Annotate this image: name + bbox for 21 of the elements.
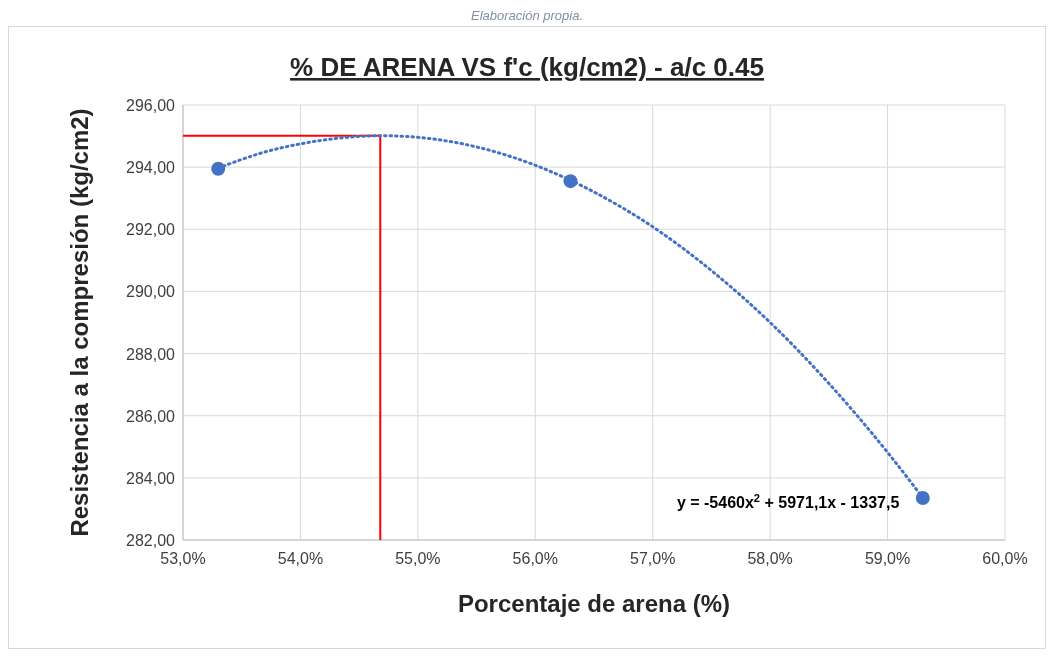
y-tick-label: 294,00 [126, 159, 176, 177]
x-tick-label: 53,0% [160, 550, 206, 567]
x-tick-label: 58,0% [747, 550, 793, 567]
y-tick-label: 296,00 [126, 97, 176, 114]
x-tick-label: 55,0% [395, 550, 441, 567]
x-tick-label: 60,0% [982, 550, 1028, 567]
x-axis-title: Porcentaje de arena (%) [457, 590, 731, 617]
annotation: y = -5460x$^{2}$ + 5971,1x - 1337,5 [676, 491, 900, 511]
text: Elaboración propia. [470, 8, 584, 23]
y-tick-label: 290,00 [126, 283, 176, 301]
y-tick-label: 288,00 [126, 345, 176, 363]
x-tick-label: 56,0% [512, 550, 558, 567]
y-axis-title: Resistencia a la compresión (kg/cm2) [66, 108, 93, 537]
y-tick-label: 282,00 [126, 532, 176, 549]
x-tick-label: 57,0% [630, 550, 676, 567]
x-tick-label: 54,0% [277, 550, 324, 567]
x-tick-label: 59,0% [864, 550, 911, 567]
chart-title: % DE ARENA VS f'c (kg/cm2) - a/c 0.45 [290, 52, 764, 82]
y-tick-label: 286,00 [126, 407, 176, 425]
y-tick-label: 284,00 [126, 469, 176, 487]
y-tick-label: 292,00 [126, 221, 176, 239]
